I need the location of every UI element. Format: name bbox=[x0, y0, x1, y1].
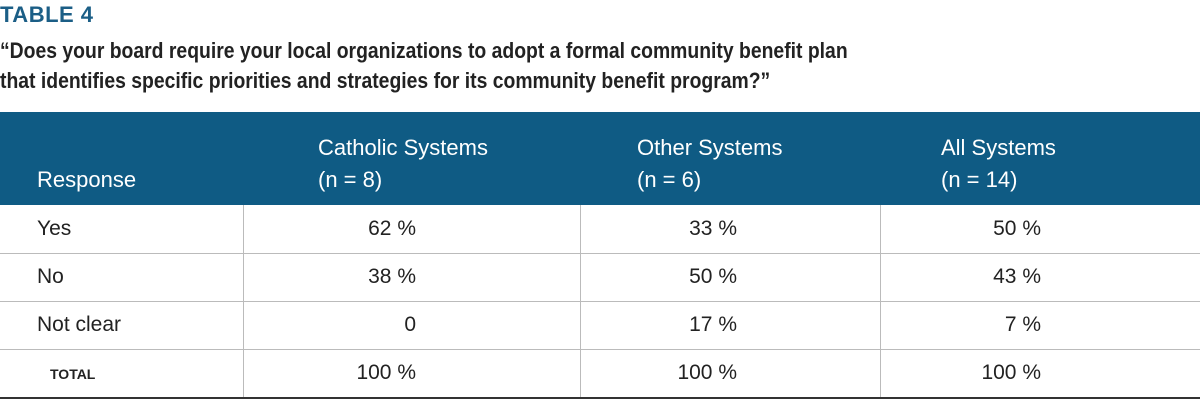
column-divider bbox=[580, 301, 581, 349]
column-divider bbox=[243, 301, 244, 349]
header-cell: (n = 8) bbox=[318, 167, 383, 192]
column-divider bbox=[880, 205, 881, 253]
row-label: Yes bbox=[37, 217, 72, 240]
header-cell: Other Systems bbox=[637, 135, 783, 160]
column-divider bbox=[580, 253, 581, 301]
value-cell: 100 % bbox=[356, 361, 416, 384]
question-line: that identifies specific priorities and … bbox=[0, 68, 771, 93]
column-divider bbox=[880, 301, 881, 349]
column-divider bbox=[880, 253, 881, 301]
row-divider bbox=[0, 301, 1200, 302]
value-cell: 17 % bbox=[689, 313, 737, 336]
header-cell: Response bbox=[37, 167, 137, 192]
header-cell: Catholic Systems bbox=[318, 135, 488, 160]
column-divider bbox=[580, 349, 581, 397]
value-cell: 50 % bbox=[689, 265, 737, 288]
value-cell: 43 % bbox=[993, 265, 1041, 288]
row-divider bbox=[0, 349, 1200, 350]
value-cell: 7 % bbox=[1004, 313, 1041, 336]
value-cell: 38 % bbox=[368, 265, 416, 288]
total-label: TOTAL bbox=[50, 366, 96, 382]
header-cell: (n = 14) bbox=[941, 167, 1018, 192]
bottom-rule bbox=[0, 397, 1200, 399]
column-divider bbox=[243, 253, 244, 301]
question-line: “Does your board require your local orga… bbox=[0, 38, 848, 63]
value-cell: 50 % bbox=[993, 217, 1041, 240]
column-divider bbox=[243, 205, 244, 253]
table-label: TABLE 4 bbox=[0, 2, 94, 27]
value-cell: 100 % bbox=[677, 361, 737, 384]
value-cell: 0 bbox=[404, 313, 416, 336]
column-divider bbox=[243, 349, 244, 397]
header-cell: All Systems bbox=[941, 135, 1056, 160]
column-divider bbox=[880, 349, 881, 397]
row-label: No bbox=[37, 265, 64, 288]
header-band bbox=[0, 112, 1200, 205]
header-cell: (n = 6) bbox=[637, 167, 702, 192]
row-divider bbox=[0, 253, 1200, 254]
value-cell: 62 % bbox=[368, 217, 416, 240]
value-cell: 100 % bbox=[981, 361, 1041, 384]
value-cell: 33 % bbox=[689, 217, 737, 240]
column-divider bbox=[580, 205, 581, 253]
row-label: Not clear bbox=[37, 313, 122, 336]
